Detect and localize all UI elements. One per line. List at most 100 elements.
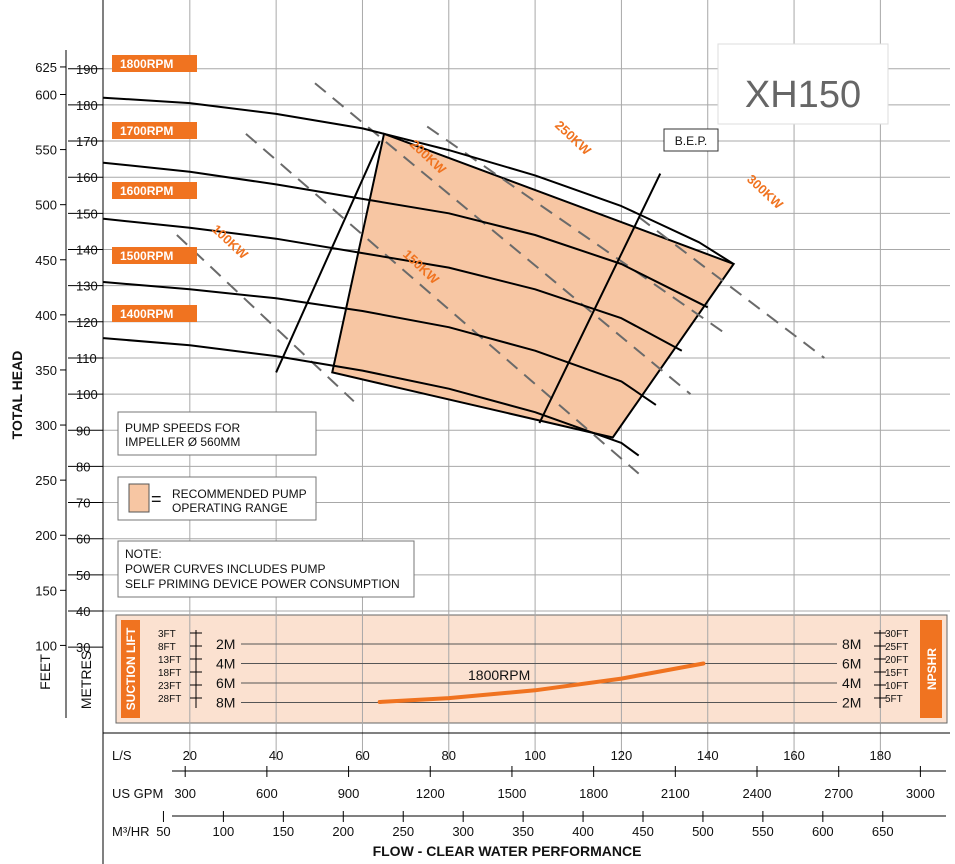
suction-ft-label: 23FT [158,681,181,692]
rpm-label: 1800RPM [120,57,173,71]
speed-curve [103,217,683,352]
power-line [426,125,730,338]
usgpm-tick-label: 3000 [906,786,935,801]
ls-tick-label: 20 [183,748,197,763]
rpm-label-bg [112,247,197,264]
suction-m-label: 8M [216,695,235,711]
m3hr-tick-label: 350 [512,824,534,839]
chart-title: XH150 [745,74,861,116]
bep-label: B.E.P. [675,134,707,148]
m3hr-tick-label: 650 [872,824,894,839]
range-swatch [128,483,150,513]
chart-labels: 1800RPM 1700RPM 1600RPM 1500RPM 1400RPM 100KW… [112,55,787,322]
power-line [314,82,692,395]
ls-tick-label: 100 [524,748,546,763]
npshr-ft-label: 20FT [885,655,908,666]
feet-tick-label: 300 [35,418,57,433]
rpm-label: 1500RPM [120,249,173,263]
npshr-label: NPSHR [925,648,939,690]
m3hr-tick-label: 500 [692,824,714,839]
y-axis-title: TOTAL HEAD [9,351,25,440]
metres-tick-label: 50 [76,568,90,583]
ls-axis-label: L/S [112,748,132,763]
notes: PUMP SPEEDS FOR IMPELLER Ø 560MM = RECOM… [117,43,889,598]
metres-tick-label: 60 [76,532,90,547]
suction-ft-label: 18FT [158,668,181,679]
feet-axis-title: FEET [37,654,53,690]
rpm-label: 1700RPM [120,124,173,138]
metres-tick-label: 160 [76,170,98,185]
ls-tick-label: 80 [442,748,456,763]
usgpm-tick-label: 1500 [497,786,526,801]
suction-m-label: 6M [216,675,235,691]
m3hr-tick-label: 250 [392,824,414,839]
ls-tick-label: 160 [783,748,805,763]
feet-tick-label: 150 [35,583,57,598]
m3hr-tick-label: 200 [332,824,354,839]
feet-tick-label: 200 [35,528,57,543]
speed-curve [103,96,735,265]
npshr-m-label: 6M [842,656,861,672]
metres-tick-label: 170 [76,134,98,149]
metres-tick-label: 70 [76,496,90,511]
usgpm-tick-label: 600 [256,786,278,801]
npsh-panel: SUCTION LIFT NPSHR 3FT 8FT 13FT 18FT 23FT 28FT 3… [121,620,942,718]
power-label: 100KW [209,221,251,262]
metres-tick-label: 40 [76,604,90,619]
feet-tick-label: 250 [35,473,57,488]
usgpm-tick-label: 2400 [743,786,772,801]
suction-m-label: 2M [216,636,235,652]
metres-tick-label: 140 [76,243,98,258]
equals-sign: = [151,489,162,509]
power-line [245,133,640,475]
npshr-ft-label: 15FT [885,668,908,679]
feet-tick-label: 600 [35,87,57,102]
usgpm-tick-label: 900 [338,786,360,801]
metres-tick-label: 80 [76,459,90,474]
metres-tick-label: 150 [76,206,98,221]
rpm-label: 1600RPM [120,184,173,198]
suction-ft-label: 13FT [158,655,181,666]
npshr-m-label: 8M [842,636,861,652]
metres-tick-label: 30 [76,640,90,655]
range-note-line2: OPERATING RANGE [172,501,288,515]
npshr-ft-label: 30FT [885,629,908,640]
backgrounds [115,614,948,724]
npsh-band [115,614,948,724]
feet-tick-label: 450 [35,253,57,268]
speed-curve [103,161,709,309]
npshr-m-label: 4M [842,675,861,691]
suction-lift-label: SUCTION LIFT [124,627,138,710]
metres-tick-label: 190 [76,62,98,77]
m3hr-tick-label: 600 [812,824,834,839]
note-line1: POWER CURVES INCLUDES PUMP [125,562,325,576]
npshr-curve [377,661,706,704]
power-lines [176,82,825,475]
range-note-line1: RECOMMENDED PUMP [172,487,307,501]
usgpm-tick-label: 2100 [661,786,690,801]
note-title: NOTE: [125,547,162,561]
m3hr-tick-label: 300 [452,824,474,839]
metres-axis-title: METRES [78,651,94,709]
ls-tick-label: 60 [355,748,369,763]
suction-ft-label: 28FT [158,694,181,705]
npshr-ft-label: 25FT [885,642,908,653]
ls-tick-label: 40 [269,748,283,763]
feet-tick-label: 500 [35,198,57,213]
ls-tick-label: 140 [697,748,719,763]
power-label: 250KW [552,117,594,158]
metres-tick-label: 180 [76,98,98,113]
note-line2: SELF PRIMING DEVICE POWER CONSUMPTION [125,577,400,591]
ls-tick-label: 180 [870,748,892,763]
usgpm-tick-label: 1800 [579,786,608,801]
usgpm-axis-label: US GPM [112,786,163,801]
suction-lift-bar [121,620,140,718]
power-line [176,234,355,403]
feet-tick-label: 100 [35,638,57,653]
x-axis-title: FLOW - CLEAR WATER PERFORMANCE [373,843,642,859]
usgpm-tick-label: 2700 [824,786,853,801]
speed-curve [103,281,657,406]
m3hr-tick-label: 50 [156,824,170,839]
m3hr-axis-label: M³/HR [112,824,150,839]
